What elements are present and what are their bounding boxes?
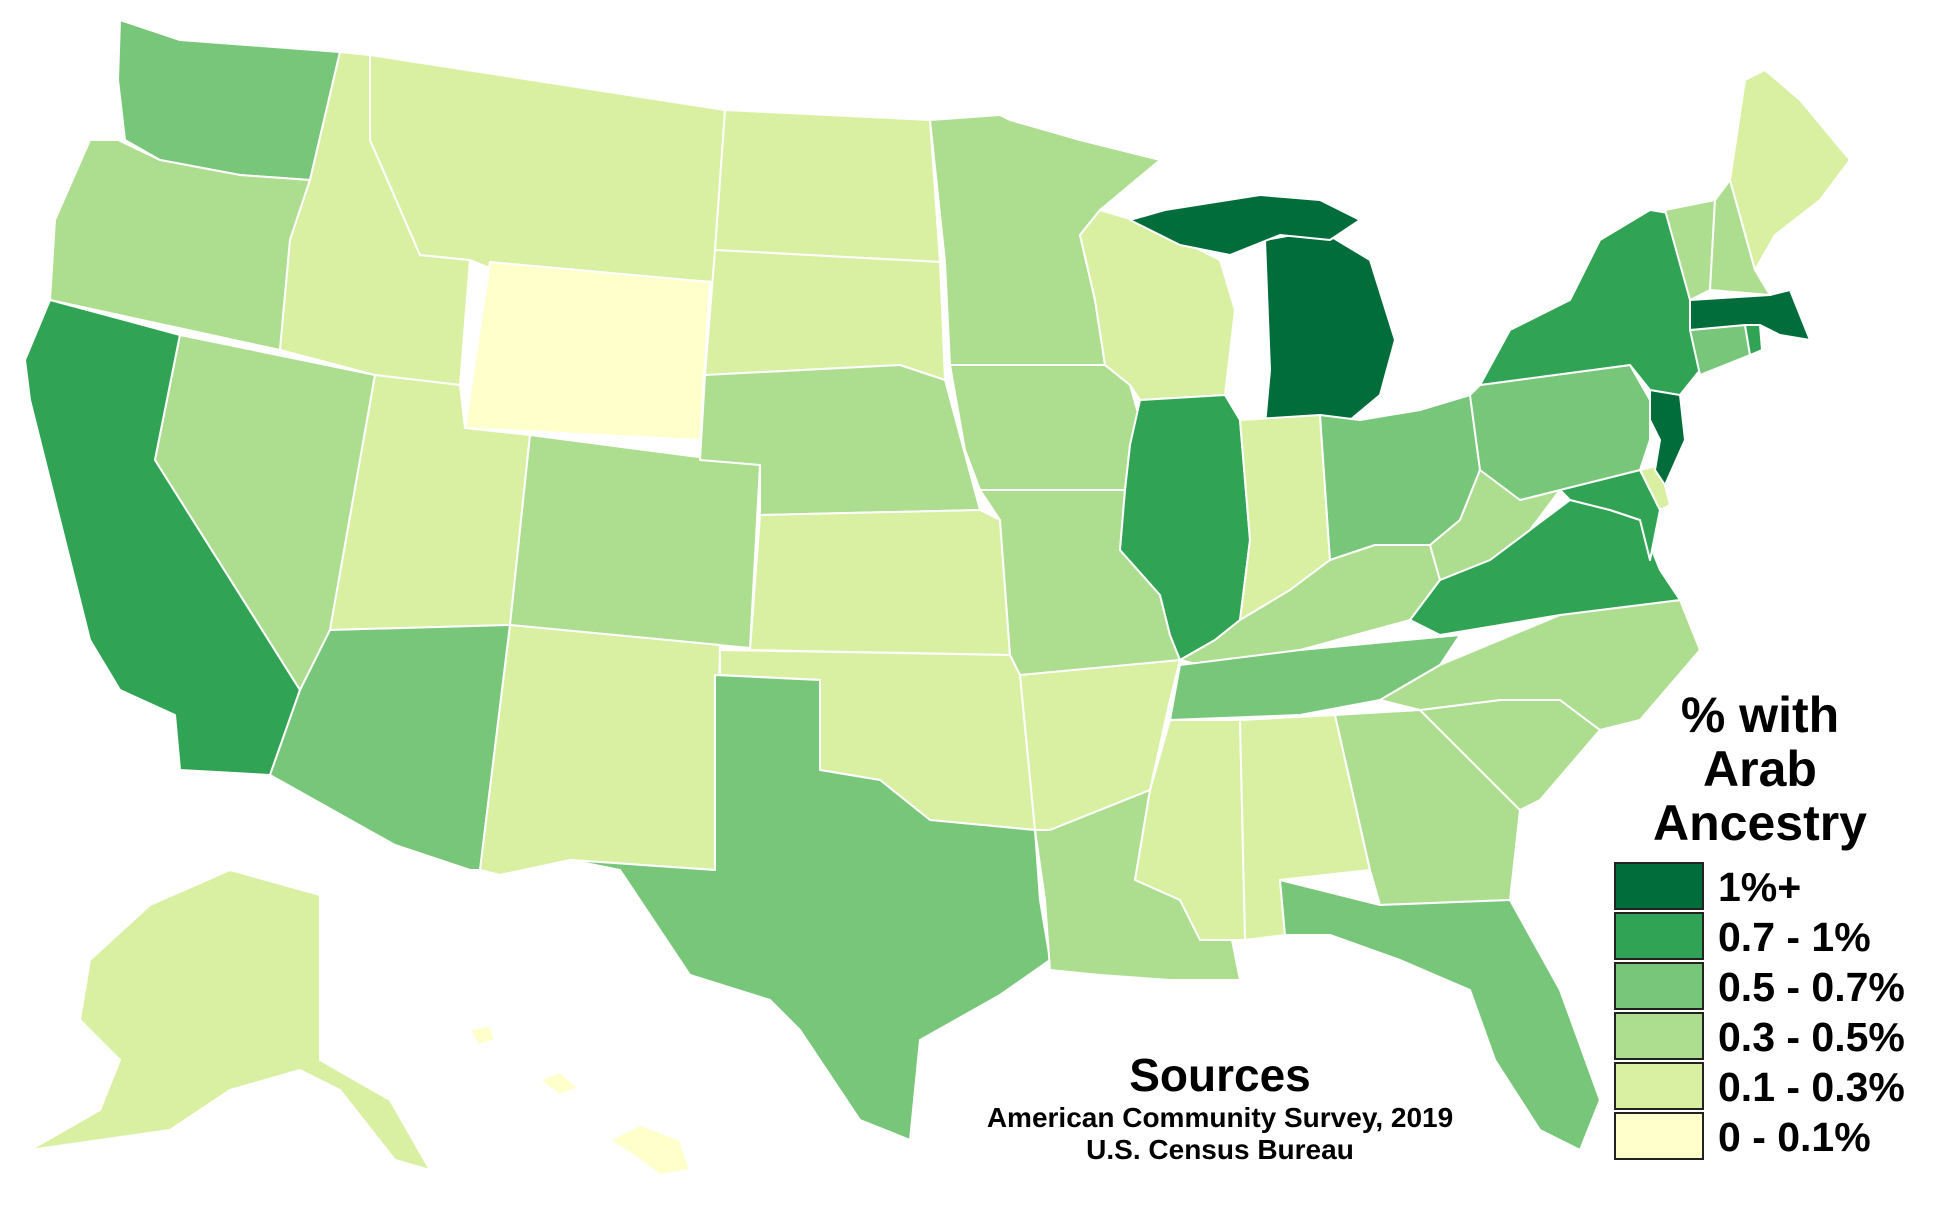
legend-label: 0.1 - 0.3%: [1718, 1063, 1905, 1110]
state-north-dakota: [714, 109, 941, 263]
legend-label: 1%+: [1718, 863, 1802, 910]
state-north-carolina: [1379, 599, 1701, 731]
state-new-mexico: [479, 624, 721, 876]
legend-item: 0.1 - 0.3%: [1614, 1062, 1905, 1112]
state-new-hampshire: [1709, 179, 1771, 296]
state-hawaii: [609, 1124, 691, 1176]
state-maine: [1729, 69, 1851, 271]
state-wyoming: [464, 261, 711, 441]
state-hawaii: [539, 1071, 579, 1096]
legend-item: 0 - 0.1%: [1614, 1112, 1905, 1162]
legend-swatch: [1614, 862, 1704, 910]
state-hawaii: [469, 1024, 496, 1046]
legend-swatch: [1614, 912, 1704, 960]
legend-label: 0.5 - 0.7%: [1718, 963, 1905, 1010]
state-new-york: [1479, 209, 1701, 396]
legend-item: 0.3 - 0.5%: [1614, 1012, 1905, 1062]
legend-label: 0 - 0.1%: [1718, 1113, 1871, 1160]
sources-line: U.S. Census Bureau: [1086, 1134, 1354, 1165]
state-florida: [1279, 879, 1601, 1151]
state-kansas: [749, 509, 1011, 656]
state-michigan: [1264, 229, 1396, 426]
legend: 1%+ 0.7 - 1% 0.5 - 0.7% 0.3 - 0.5% 0.1 -…: [1614, 862, 1905, 1162]
legend-title-line-3: Ancestry: [1653, 795, 1867, 851]
sources-block: Sources American Community Survey, 2019 …: [940, 1048, 1500, 1166]
sources-line: American Community Survey, 2019: [986, 1102, 1454, 1133]
legend-label: 0.7 - 1%: [1718, 913, 1871, 960]
state-south-dakota: [704, 249, 946, 381]
legend-swatch: [1614, 1012, 1704, 1060]
legend-swatch: [1614, 962, 1704, 1010]
state-montana: [369, 54, 726, 283]
state-michigan: [1129, 194, 1361, 256]
legend-swatch: [1614, 1112, 1704, 1160]
state-louisiana: [1034, 789, 1241, 981]
legend-item: 0.5 - 0.7%: [1614, 962, 1905, 1012]
legend-item: 0.7 - 1%: [1614, 912, 1905, 962]
state-alaska: [29, 869, 431, 1171]
legend-label: 0.3 - 0.5%: [1718, 1013, 1905, 1060]
state-texas: [569, 674, 1051, 1141]
state-massachusetts: [1689, 289, 1811, 341]
state-mississippi: [1134, 719, 1246, 941]
legend-swatch: [1614, 1062, 1704, 1110]
legend-title-line-1: % with: [1680, 687, 1840, 743]
legend-item: 1%+: [1614, 862, 1905, 912]
legend-title-line-2: Arab: [1703, 741, 1817, 797]
legend-title: % with Arab Ancestry: [1610, 688, 1910, 850]
state-colorado: [509, 434, 761, 649]
sources-title: Sources: [1129, 1049, 1311, 1101]
state-connecticut: [1689, 324, 1751, 376]
state-iowa: [949, 364, 1141, 491]
state-new-jersey: [1649, 389, 1686, 486]
